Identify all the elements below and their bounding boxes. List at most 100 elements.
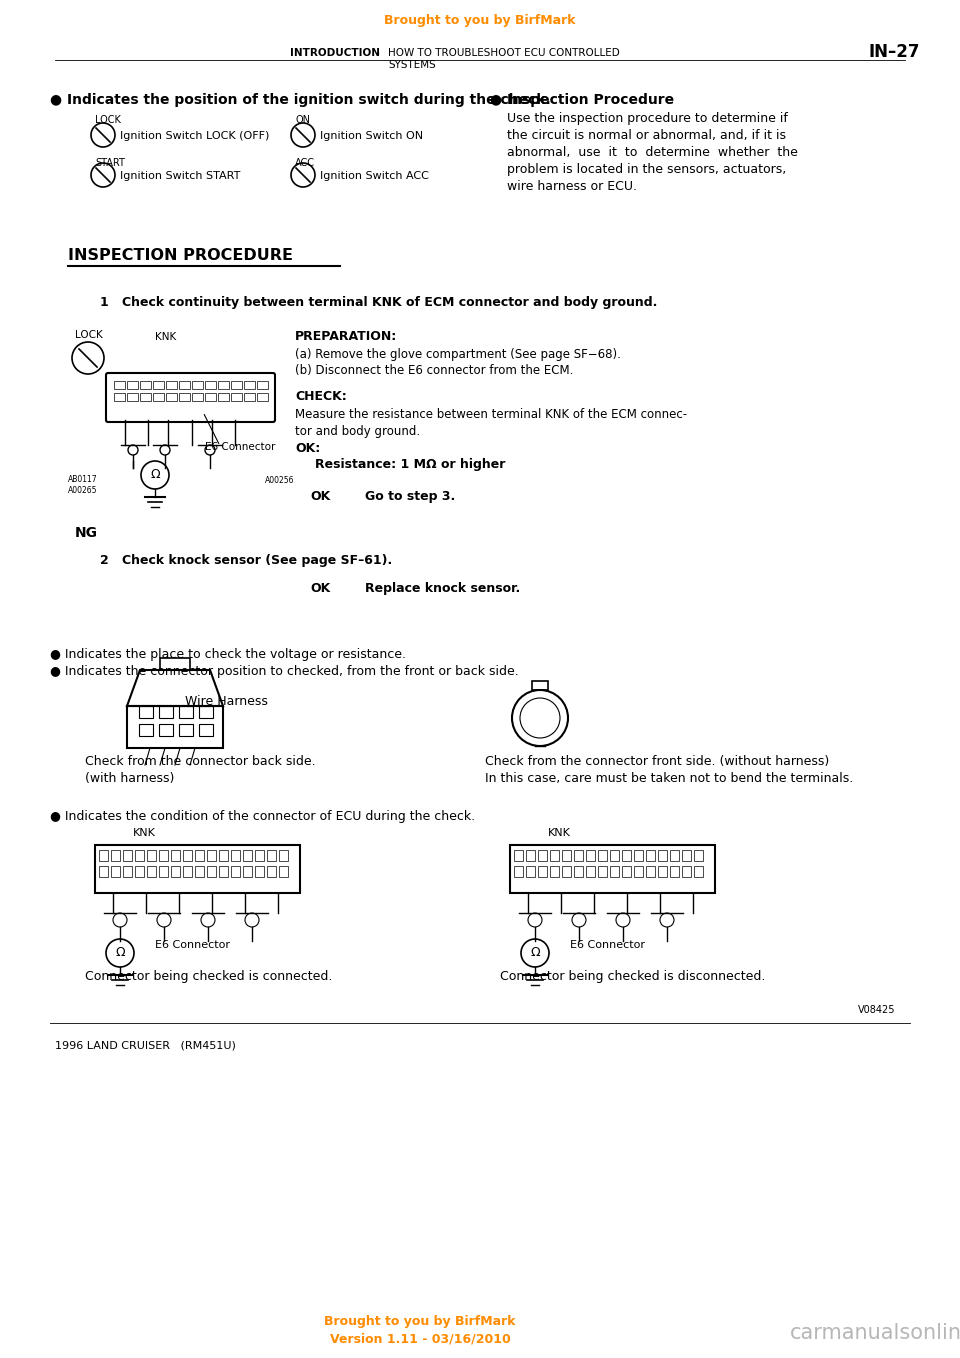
Text: Ω: Ω — [115, 947, 125, 960]
Text: Ω: Ω — [530, 947, 540, 960]
Text: Ignition Switch ON: Ignition Switch ON — [320, 130, 423, 141]
Bar — [610, 866, 619, 877]
Text: Connector being checked is connected.: Connector being checked is connected. — [85, 970, 332, 983]
Bar — [183, 850, 192, 861]
Bar — [99, 850, 108, 861]
Bar — [205, 382, 216, 388]
Bar — [159, 850, 168, 861]
Bar — [694, 850, 703, 861]
Text: -: - — [375, 48, 379, 58]
Bar — [694, 866, 703, 877]
Bar — [140, 382, 151, 388]
Bar — [255, 850, 264, 861]
Bar — [166, 382, 177, 388]
Text: Resistance: 1 MΩ or higher: Resistance: 1 MΩ or higher — [315, 458, 505, 471]
Bar — [195, 866, 204, 877]
Bar — [532, 680, 548, 690]
Bar — [207, 850, 216, 861]
Text: Brought to you by BirfMark: Brought to you by BirfMark — [384, 14, 576, 27]
Bar — [598, 866, 607, 877]
Text: PREPARATION:: PREPARATION: — [295, 330, 397, 344]
Bar — [123, 866, 132, 877]
Text: E6 Connector: E6 Connector — [155, 940, 230, 951]
Text: V08425: V08425 — [857, 1005, 895, 1014]
Text: CHECK:: CHECK: — [295, 390, 347, 403]
Text: KNK: KNK — [548, 828, 571, 838]
Text: KNK: KNK — [133, 828, 156, 838]
Bar — [114, 392, 125, 401]
Text: 1996 LAND CRUISER   (RM451U): 1996 LAND CRUISER (RM451U) — [55, 1040, 236, 1050]
Text: OK: OK — [310, 583, 330, 595]
Bar — [139, 724, 153, 736]
Bar — [160, 659, 190, 669]
Bar — [153, 382, 164, 388]
Bar — [514, 850, 523, 861]
Bar — [127, 382, 138, 388]
Bar — [135, 866, 144, 877]
Bar — [586, 866, 595, 877]
Bar — [147, 850, 156, 861]
Text: Wire Harness: Wire Harness — [185, 695, 268, 708]
Bar — [646, 866, 655, 877]
Text: Ignition Switch LOCK (OFF): Ignition Switch LOCK (OFF) — [120, 130, 270, 141]
Text: ● Indicates the place to check the voltage or resistance.: ● Indicates the place to check the volta… — [50, 648, 406, 661]
Text: ● Indicates the connector position to checked, from the front or back side.: ● Indicates the connector position to ch… — [50, 665, 518, 678]
Bar — [192, 392, 203, 401]
Text: KNK: KNK — [155, 331, 177, 342]
Bar — [179, 706, 193, 718]
Bar — [199, 724, 213, 736]
Bar — [127, 392, 138, 401]
Text: Brought to you by BirfMark: Brought to you by BirfMark — [324, 1315, 516, 1328]
Bar — [682, 850, 691, 861]
Text: OK:: OK: — [295, 441, 321, 455]
Text: NG: NG — [75, 526, 98, 540]
Bar — [670, 866, 679, 877]
Bar — [682, 866, 691, 877]
Text: Check continuity between terminal KNK of ECM connector and body ground.: Check continuity between terminal KNK of… — [122, 296, 658, 310]
Bar — [171, 866, 180, 877]
Bar — [99, 866, 108, 877]
Text: 1: 1 — [100, 296, 108, 310]
Text: START: START — [95, 158, 125, 168]
Text: INTRODUCTION: INTRODUCTION — [290, 48, 380, 58]
Bar — [538, 850, 547, 861]
Bar — [192, 382, 203, 388]
Bar — [147, 866, 156, 877]
Bar — [267, 866, 276, 877]
Bar — [244, 382, 255, 388]
Text: Check from the connector front side. (without harness): Check from the connector front side. (wi… — [485, 755, 829, 769]
Bar — [140, 392, 151, 401]
Bar — [255, 866, 264, 877]
Text: SYSTEMS: SYSTEMS — [388, 60, 436, 71]
Bar — [526, 866, 535, 877]
Bar — [183, 866, 192, 877]
Bar — [139, 706, 153, 718]
Bar — [153, 392, 164, 401]
Bar — [257, 392, 268, 401]
Bar — [218, 392, 229, 401]
Text: (with harness): (with harness) — [85, 771, 175, 785]
Text: ON: ON — [295, 115, 310, 125]
Bar — [166, 392, 177, 401]
Bar — [135, 850, 144, 861]
Text: ACC: ACC — [295, 158, 315, 168]
Bar — [622, 850, 631, 861]
Bar — [111, 866, 120, 877]
Bar — [179, 382, 190, 388]
Bar — [598, 850, 607, 861]
Text: Ignition Switch START: Ignition Switch START — [120, 171, 240, 181]
Bar — [207, 866, 216, 877]
Text: (a) Remove the glove compartment (See page SF−68).: (a) Remove the glove compartment (See pa… — [295, 348, 621, 361]
Bar — [257, 382, 268, 388]
Bar — [658, 850, 667, 861]
Bar — [658, 866, 667, 877]
Bar — [634, 850, 643, 861]
Text: ● Inspection Procedure: ● Inspection Procedure — [490, 92, 674, 107]
Text: HOW TO TROUBLESHOOT ECU CONTROLLED: HOW TO TROUBLESHOOT ECU CONTROLLED — [388, 48, 620, 58]
Text: Connector being checked is disconnected.: Connector being checked is disconnected. — [500, 970, 765, 983]
Text: A00256: A00256 — [265, 477, 295, 485]
Bar — [159, 724, 173, 736]
Bar — [231, 866, 240, 877]
Bar — [574, 850, 583, 861]
Text: Go to step 3.: Go to step 3. — [365, 490, 455, 502]
